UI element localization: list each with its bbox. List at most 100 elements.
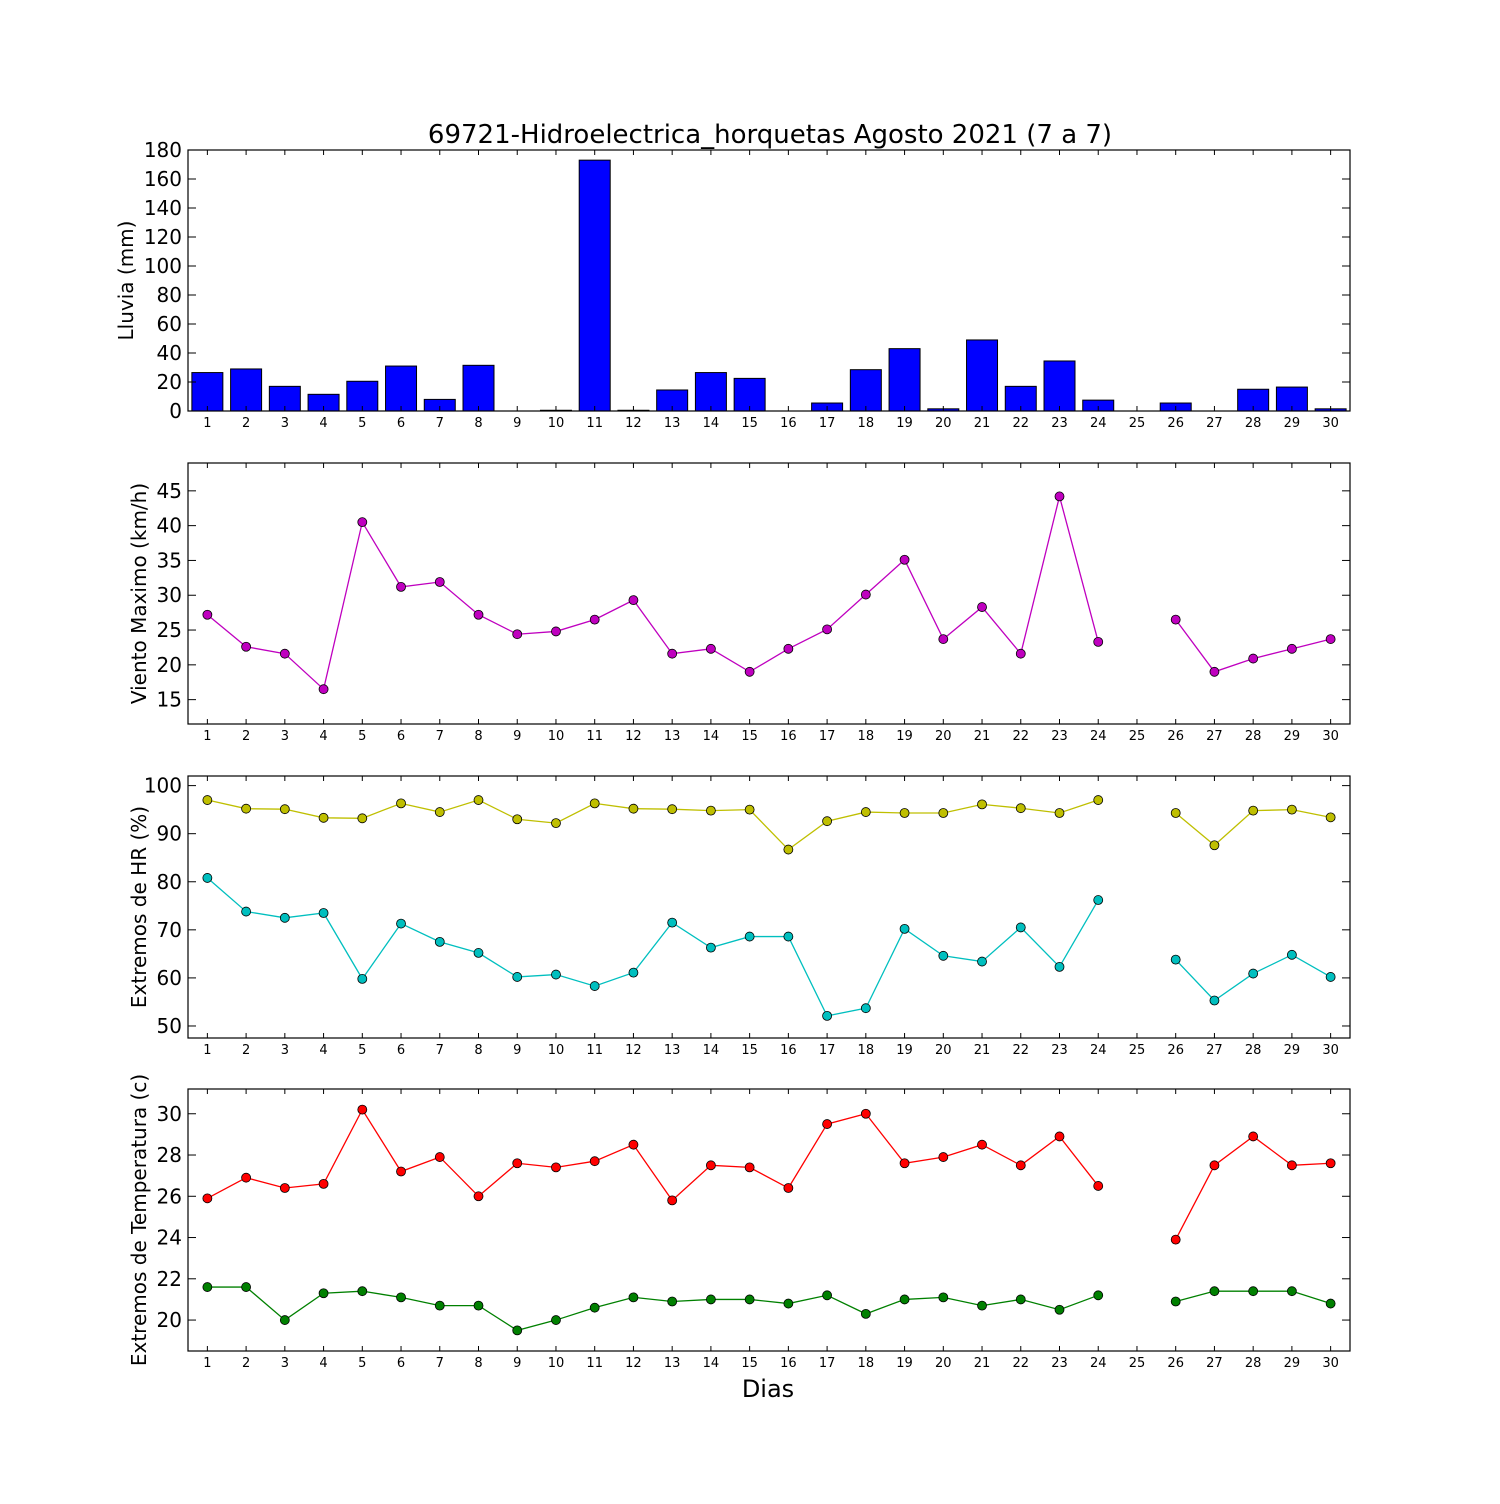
data-point-1-day-1: [202, 795, 213, 805]
bar-day-21: [966, 339, 999, 412]
data-point-2-day-23: [1054, 961, 1065, 972]
x-tick-label: 9: [513, 1356, 521, 1371]
data-point-1-day-5: [357, 1104, 368, 1115]
x-tick-label: 14: [703, 729, 720, 744]
data-point-1-day-14: [706, 1160, 716, 1171]
y-tick-label: 26: [157, 1184, 182, 1208]
x-tick-label: 3: [281, 1043, 289, 1058]
plot-area: [188, 150, 1350, 411]
data-point-1-day-23: [1054, 491, 1065, 502]
data-point-2-day-24: [1093, 1290, 1104, 1301]
data-point-1-day-18: [860, 1108, 871, 1119]
y-tick-label: 40: [157, 514, 182, 538]
plot-frame: [187, 775, 1351, 1039]
data-point-1-day-30: [1325, 634, 1336, 644]
x-tick-label: 1: [203, 1043, 211, 1058]
data-point-1-day-28: [1248, 653, 1259, 664]
x-tick-label: 16: [780, 1043, 797, 1058]
x-tick-label: 10: [548, 416, 565, 431]
x-tick-label: 19: [896, 1356, 913, 1371]
x-tick-label: 1: [203, 416, 211, 431]
x-tick-label: 26: [1167, 1356, 1184, 1371]
x-tick-label: 20: [935, 1043, 952, 1058]
bar-day-8: [462, 364, 495, 412]
data-point-2-day-5: [357, 1286, 368, 1297]
series-line-1: [207, 1108, 1099, 1202]
data-point-1-day-28: [1248, 805, 1259, 816]
y-tick-label: 140: [144, 196, 182, 220]
bar-day-18: [849, 369, 882, 412]
x-tick-label: 10: [548, 1043, 565, 1058]
data-point-1-day-15: [744, 804, 755, 815]
x-tick-label: 29: [1284, 729, 1301, 744]
series-line-2: [207, 1286, 1099, 1332]
x-tick-label: 11: [586, 416, 603, 431]
bar-day-14: [694, 372, 727, 412]
y-tick-label: 30: [157, 583, 182, 607]
y-tick-label: 180: [144, 138, 182, 162]
data-point-1-day-13: [667, 1195, 678, 1206]
x-tick-label: 16: [780, 1356, 797, 1371]
data-point-2-day-13: [667, 1296, 678, 1307]
x-tick-label: 22: [1012, 1043, 1029, 1058]
y-tick-label: 20: [157, 1308, 182, 1332]
data-point-1-day-28: [1248, 1131, 1259, 1142]
x-tick-label: 26: [1167, 1043, 1184, 1058]
data-point-2-day-20: [938, 950, 949, 961]
data-point-1-day-14: [706, 805, 716, 816]
x-tick-label: 12: [625, 729, 642, 744]
x-tick-label: 30: [1322, 416, 1339, 431]
x-tick-label: 3: [281, 729, 289, 744]
data-point-2-day-27: [1209, 1286, 1220, 1297]
data-point-2-day-19: [899, 1294, 910, 1305]
x-tick-label: 30: [1322, 1356, 1339, 1371]
y-tick-label: 100: [144, 774, 182, 798]
data-point-1-day-10: [551, 818, 561, 829]
y-tick-label: 60: [157, 312, 182, 336]
x-tick-label: 23: [1051, 416, 1068, 431]
x-axis-label: Dias: [742, 1375, 794, 1403]
x-tick-label: 10: [548, 1356, 565, 1371]
data-point-2-day-12: [628, 1292, 639, 1303]
x-tick-label: 17: [819, 416, 836, 431]
data-point-1-day-26: [1170, 808, 1181, 818]
x-tick-label: 14: [703, 1356, 720, 1371]
x-tick-label: 21: [974, 416, 991, 431]
data-point-1-day-26: [1170, 614, 1181, 625]
data-point-1-day-30: [1325, 1158, 1336, 1169]
bar-day-1: [191, 372, 224, 412]
data-point-2-day-30: [1325, 1298, 1336, 1309]
data-point-1-day-20: [938, 634, 949, 644]
x-tick-label: 15: [741, 729, 758, 744]
data-point-2-day-14: [706, 942, 716, 953]
data-point-1-day-20: [938, 1152, 949, 1162]
x-tick-label: 1: [203, 1356, 211, 1371]
data-point-1-day-8: [473, 609, 484, 620]
data-point-1-day-7: [434, 1152, 445, 1162]
data-point-2-day-30: [1325, 972, 1336, 982]
data-point-1-day-2: [241, 1172, 252, 1183]
chart-panel-4: 1 2 3 4 5 6 7 8 9 10 11 12 13 14 15 16 17 18 19 20 21 22 23 24 2…: [127, 1074, 1351, 1371]
x-tick-label: 9: [513, 1043, 521, 1058]
data-point-1-day-8: [473, 795, 484, 805]
x-tick-label: 25: [1129, 416, 1146, 431]
y-tick-label: 20: [157, 653, 182, 677]
data-point-1-day-1: [202, 609, 213, 620]
data-point-2-day-13: [667, 917, 678, 928]
data-point-2-day-7: [434, 1300, 445, 1311]
x-tick-label: 29: [1284, 416, 1301, 431]
bar-day-23: [1043, 360, 1076, 412]
data-point-2-day-1: [202, 1282, 213, 1292]
data-point-2-day-3: [279, 912, 290, 923]
data-point-1-day-3: [279, 648, 290, 659]
y-tick-label: 50: [157, 1014, 182, 1038]
x-tick-label: 7: [436, 416, 444, 431]
data-point-1-day-24: [1093, 1181, 1104, 1191]
x-tick-label: 20: [935, 729, 952, 744]
data-point-1-day-21: [977, 1139, 987, 1150]
x-tick-label: 9: [513, 416, 521, 431]
plot-area: [188, 776, 1350, 1038]
x-tick-label: 11: [586, 1043, 603, 1058]
x-tick-label: 7: [436, 729, 444, 744]
data-point-1-day-19: [899, 554, 910, 565]
